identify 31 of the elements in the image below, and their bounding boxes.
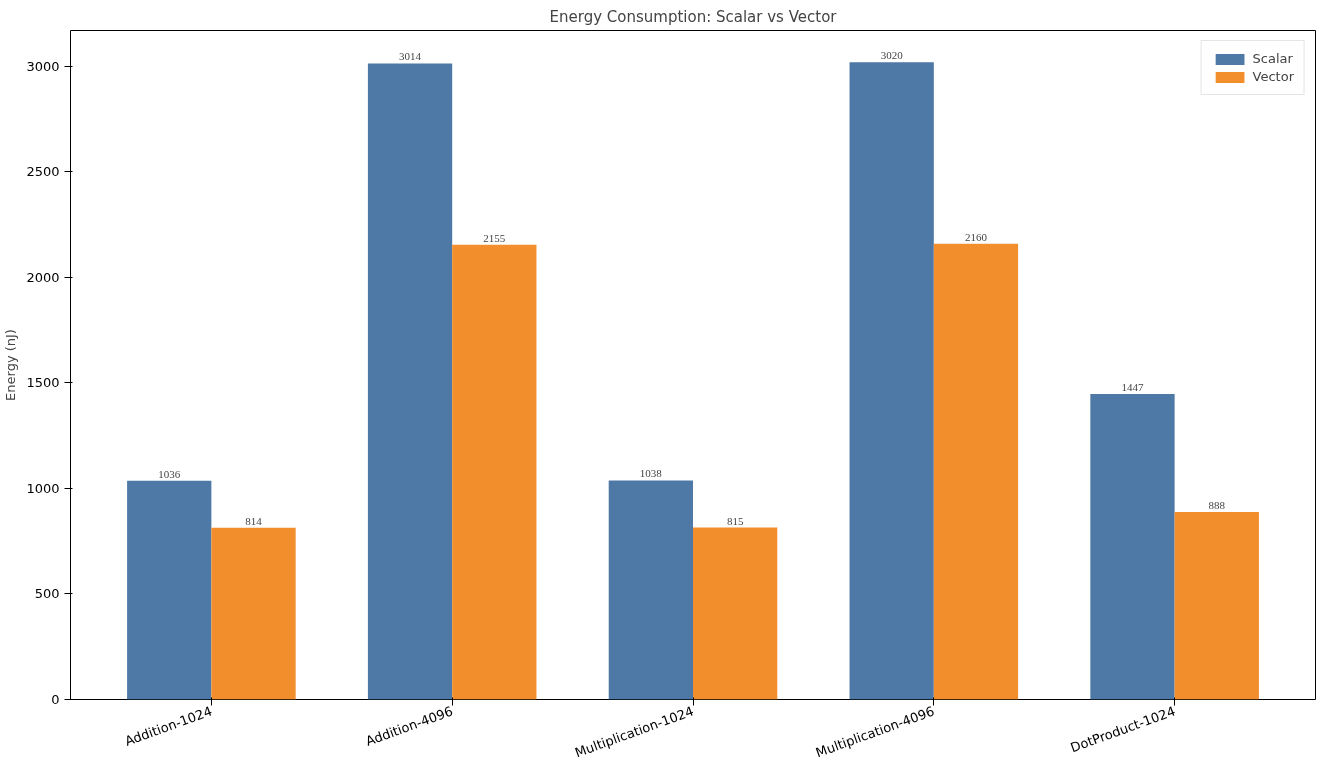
- data-label: 1447: [1121, 381, 1144, 394]
- data-label: 814: [245, 514, 263, 527]
- bar: [367, 63, 453, 700]
- y-tick-label: 1000: [26, 480, 60, 496]
- bar: [452, 244, 537, 700]
- legend-label: Scalar: [1252, 51, 1293, 66]
- data-label: 2155: [483, 231, 506, 244]
- data-label: 815: [726, 514, 744, 527]
- y-tick-label: 3000: [26, 58, 60, 74]
- data-label: 1038: [639, 467, 663, 480]
- bar: [1174, 512, 1259, 700]
- y-tick-label: 0: [51, 692, 60, 707]
- bar: [127, 480, 212, 700]
- chart-title: Energy Consumption: Scalar vs Vector: [549, 7, 838, 26]
- y-tick-label: 2000: [26, 269, 60, 285]
- bar: [1090, 394, 1175, 700]
- y-tick-label: 500: [34, 586, 60, 602]
- legend-label: Vector: [1252, 69, 1294, 84]
- y-tick-label: 1500: [26, 375, 60, 391]
- data-label: 2160: [964, 230, 988, 243]
- y-tick-label: 2500: [26, 164, 60, 180]
- bar: [933, 243, 1019, 700]
- bar: [608, 480, 693, 700]
- data-label: 3020: [880, 49, 904, 62]
- bar: [849, 62, 934, 700]
- bar: [211, 527, 296, 700]
- data-label: 888: [1208, 499, 1226, 512]
- bar: [693, 527, 778, 700]
- y-axis-title: Energy (nJ): [3, 329, 19, 401]
- data-label: 1036: [158, 467, 181, 480]
- data-label: 3014: [399, 50, 422, 63]
